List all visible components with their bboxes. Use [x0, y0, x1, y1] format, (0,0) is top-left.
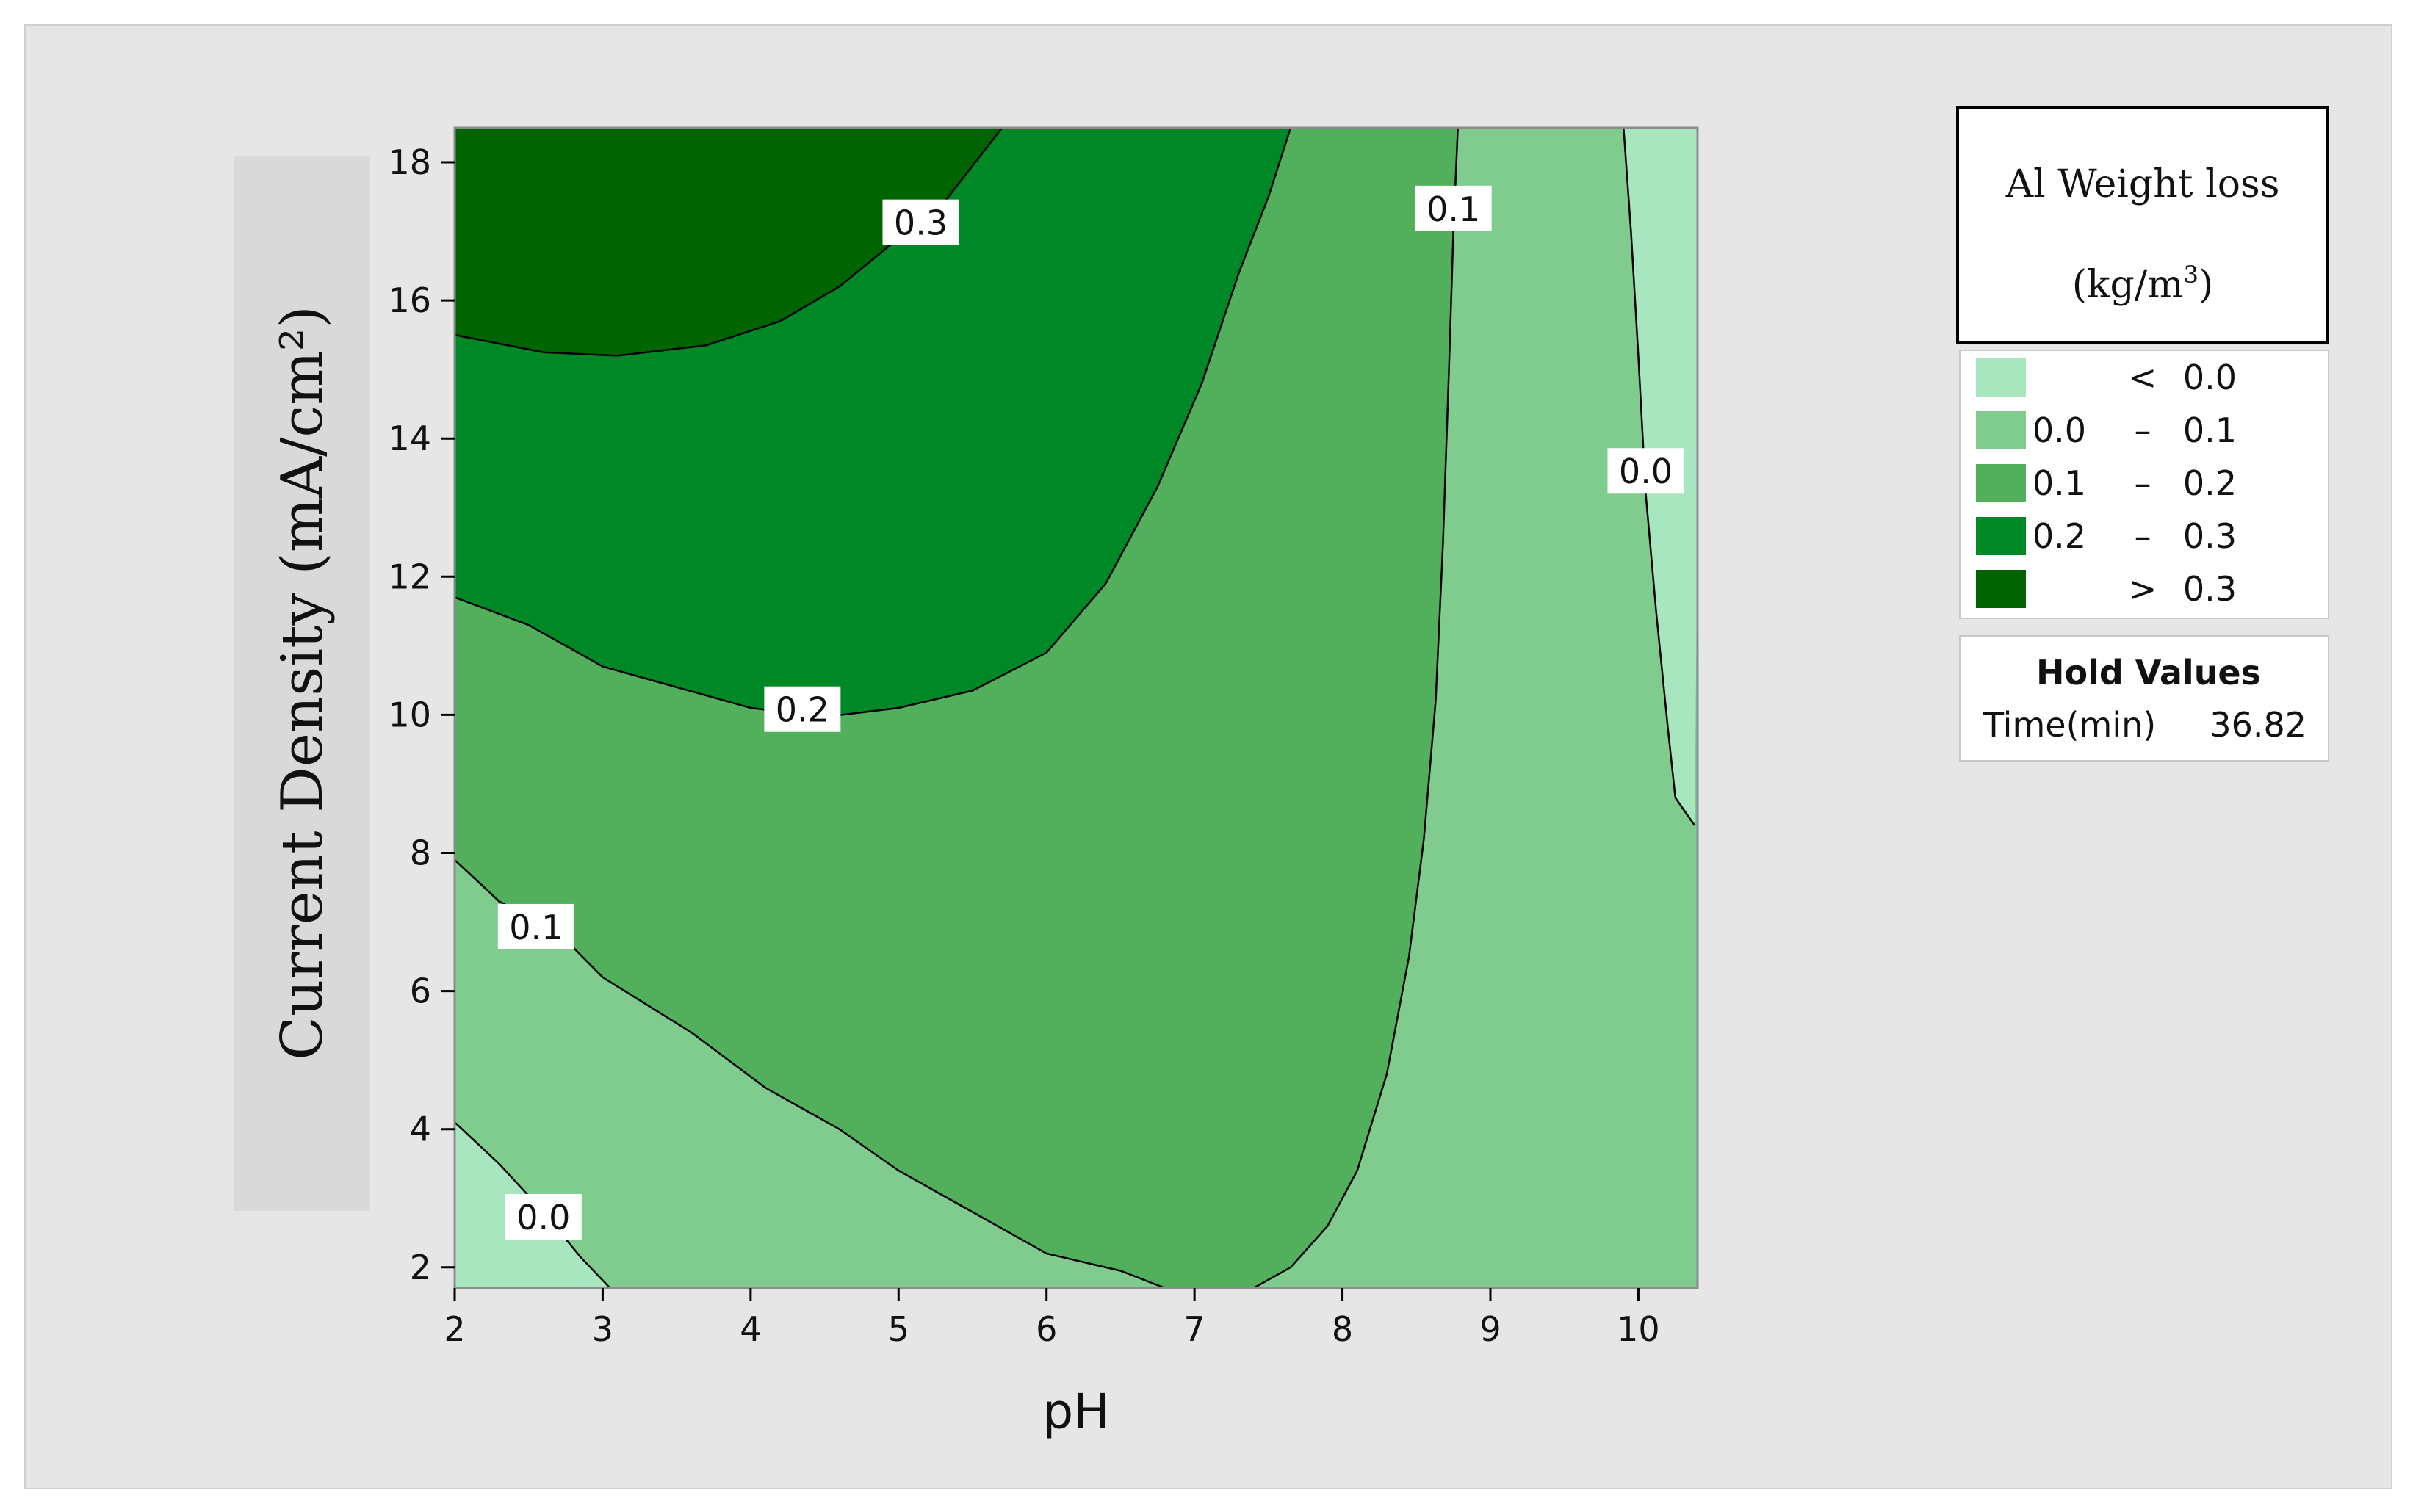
contour-line-0.2	[455, 128, 1292, 718]
legend-range-to: 0.2	[2183, 463, 2237, 503]
ylabel-band	[234, 156, 370, 1211]
legend-range-sep: –	[2135, 410, 2151, 450]
contour-label: 0.0	[1619, 452, 1673, 491]
plot-area: 0.3 0.2 0.1 0.1 0.0 0.0	[453, 126, 1699, 1289]
x-tick-label: 4	[740, 1309, 761, 1349]
legend-title: Al Weight loss	[2005, 162, 2280, 206]
x-tick-label: 2	[444, 1309, 465, 1349]
legend-range-to: 0.0	[2183, 358, 2237, 397]
legend-range-to: 0.3	[2183, 516, 2237, 556]
legend: Al Weight loss (kg/m3) <0.00.0–0.10.1–0.…	[1956, 106, 2329, 762]
y-tick-label: 12	[388, 557, 431, 596]
contour-label: 0.3	[894, 203, 948, 243]
contour-label: 0.1	[1426, 189, 1480, 229]
legend-swatch	[1976, 570, 2026, 608]
x-tick-label: 5	[888, 1309, 909, 1349]
hold-values-name: Time(min)	[1983, 705, 2156, 745]
y-tick-label: 16	[388, 281, 431, 320]
legend-range-sep: –	[2135, 516, 2151, 556]
x-tick-label: 3	[592, 1309, 613, 1349]
contour-label: 0.1	[509, 908, 563, 947]
contour-label: 0.2	[776, 690, 829, 730]
x-axis: 2 3 4 5 6 7 8 9 10	[444, 1288, 1660, 1349]
hold-values-title: Hold Values	[2036, 653, 2261, 692]
y-tick-label: 2	[410, 1248, 431, 1287]
y-axis: 2 4 6 8 10 12 14 16 18	[388, 142, 455, 1287]
x-tick-label: 8	[1332, 1309, 1353, 1349]
y-tick-label: 10	[388, 695, 431, 734]
contour-label: 0.0	[516, 1198, 570, 1237]
legend-swatch	[1976, 464, 2026, 502]
contour-label-box	[505, 1193, 582, 1240]
legend-range-from: 0.0	[2033, 410, 2086, 450]
x-tick-label: 10	[1617, 1309, 1660, 1349]
legend-swatch	[1976, 517, 2026, 555]
contour-label-box	[1607, 448, 1684, 494]
y-tick-label: 18	[388, 142, 431, 182]
hold-values-value: 36.82	[2210, 705, 2306, 745]
contour-label-box	[882, 199, 959, 245]
legend-range-to: 0.3	[2183, 569, 2237, 609]
legend-swatch	[1976, 358, 2026, 397]
y-tick-label: 8	[410, 833, 431, 873]
y-axis-title: Current Density (mA/cm²)	[270, 305, 336, 1060]
y-tick-label: 4	[410, 1110, 431, 1149]
legend-range-sep: <	[2129, 358, 2157, 397]
legend-range-from: 0.2	[2033, 516, 2086, 556]
contour-label-box	[497, 903, 574, 949]
x-tick-label: 6	[1036, 1309, 1057, 1349]
contour-label-box	[1415, 185, 1492, 231]
legend-subtitle: (kg/m3)	[2072, 261, 2214, 307]
region-above-0.3	[455, 128, 1003, 356]
y-tick-label: 6	[410, 972, 431, 1011]
plot-frame	[453, 126, 1699, 1289]
x-tick-label: 7	[1184, 1309, 1205, 1349]
contour-label-box	[764, 686, 841, 732]
legend-range-to: 0.1	[2183, 410, 2237, 450]
x-axis-title: pH	[1042, 1383, 1110, 1440]
contour-line-0.1	[1253, 128, 1459, 1288]
legend-range-sep: –	[2135, 463, 2151, 503]
hold-values-box	[1959, 635, 2329, 762]
x-tick-label: 9	[1479, 1309, 1501, 1349]
legend-swatch	[1976, 411, 2026, 449]
legend-range-from: 0.1	[2033, 463, 2086, 503]
legend-title-box	[1956, 106, 2329, 344]
legend-range-sep: >	[2129, 569, 2157, 609]
contour-line-0.0	[1623, 128, 1696, 826]
y-tick-label: 14	[388, 419, 431, 458]
